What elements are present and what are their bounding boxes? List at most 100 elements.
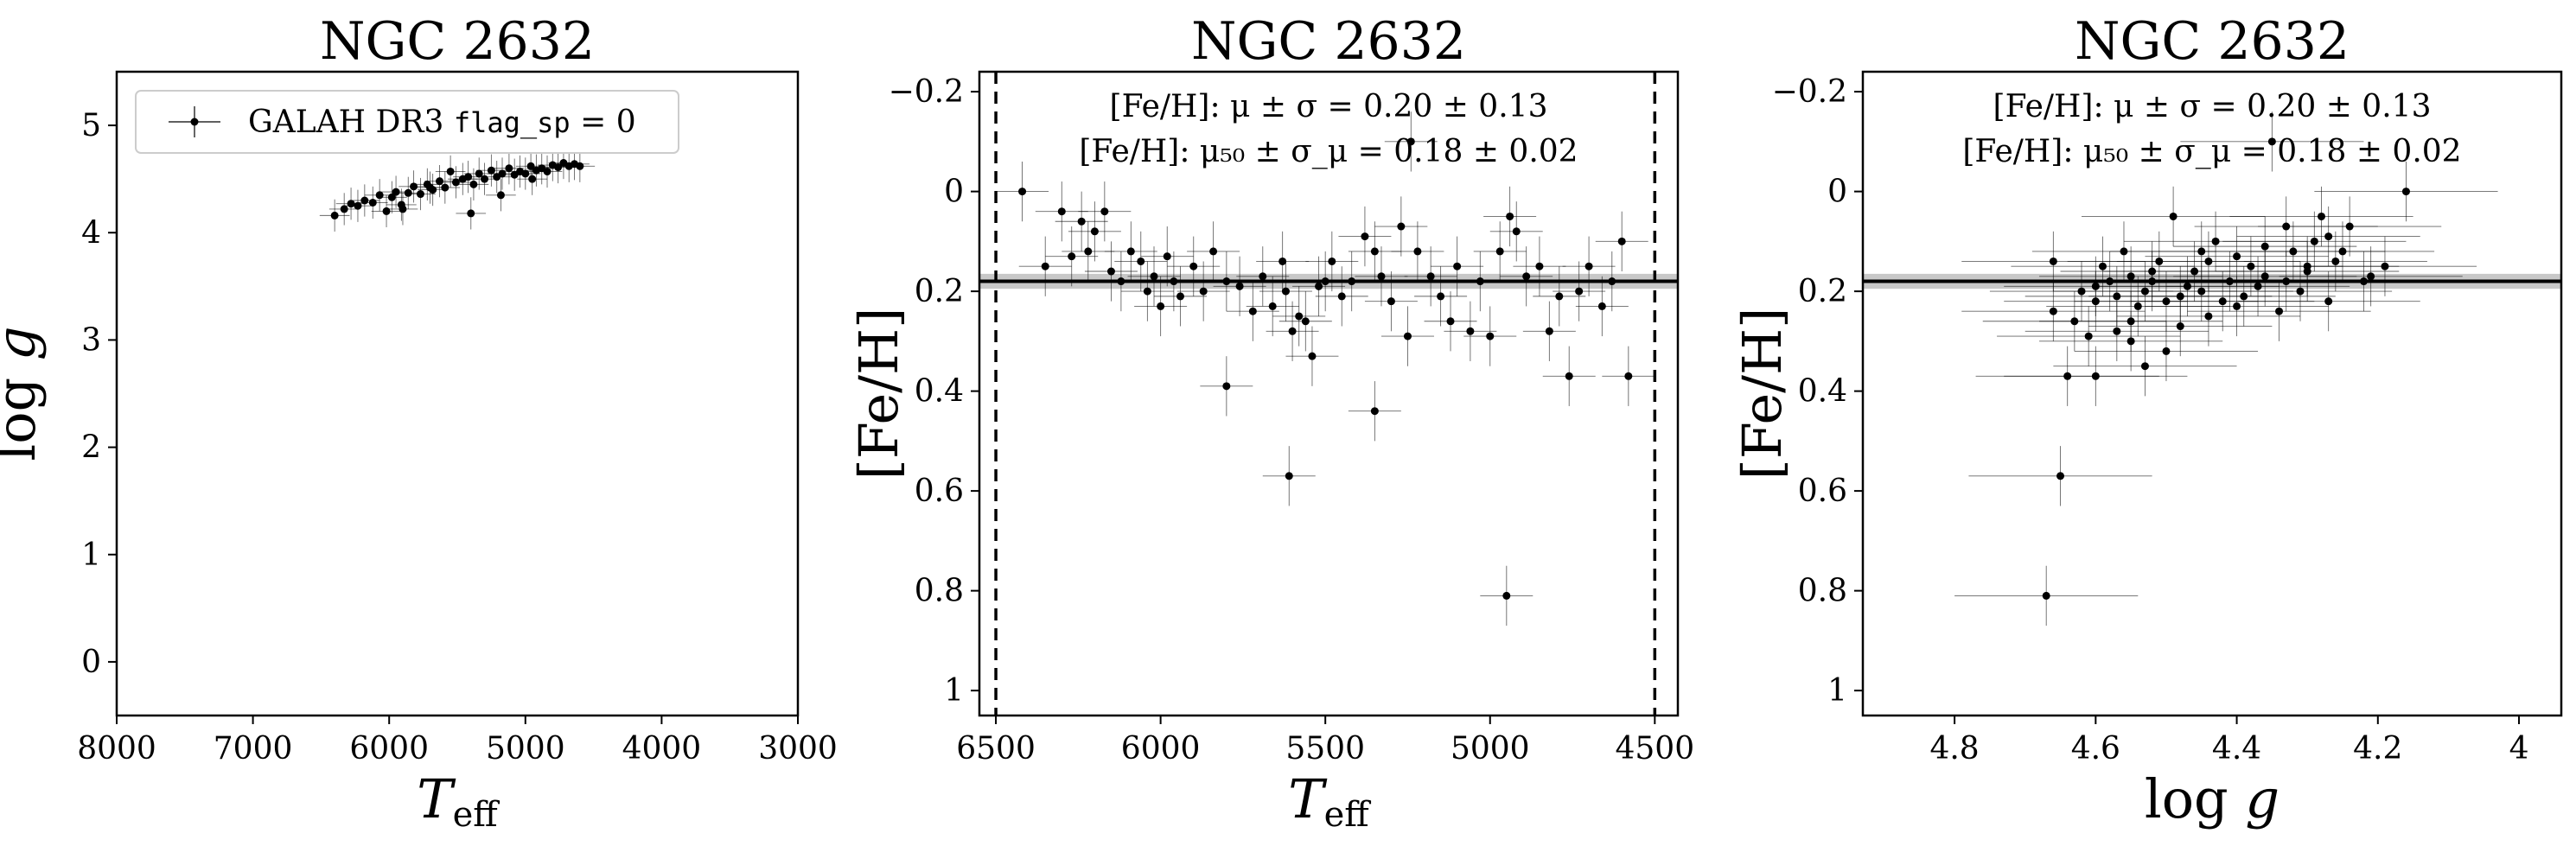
data-marker xyxy=(382,207,391,215)
data-marker xyxy=(2176,292,2184,301)
x-tick-label: 4000 xyxy=(622,731,702,766)
data-point xyxy=(1480,565,1533,627)
stats-annotation-1: [Fe/H]: μ₅₀ ± σ_μ = 0.18 ± 0.02 xyxy=(1079,134,1578,169)
data-point xyxy=(1266,301,1319,361)
data-marker xyxy=(1285,472,1293,480)
data-marker xyxy=(2197,287,2206,296)
y-tick-label: 0.4 xyxy=(1798,374,1847,410)
data-marker xyxy=(1426,272,1435,281)
data-marker xyxy=(2204,312,2213,321)
data-marker xyxy=(1199,287,1208,296)
data-marker xyxy=(1624,372,1633,380)
data-marker xyxy=(392,188,400,196)
data-marker xyxy=(1522,272,1531,281)
data-marker xyxy=(2401,188,2410,196)
data-marker xyxy=(1348,277,1356,286)
data-marker xyxy=(2260,242,2269,251)
data-marker xyxy=(467,209,475,218)
panel-logg-vs-teff: 8000 7000 6000 5000 4000 3000 0 1 2 3 4 5 NGC 2632 Te… xyxy=(0,11,838,835)
data-point xyxy=(1595,211,1648,272)
y-tick-label: 0 xyxy=(81,645,101,680)
data-point xyxy=(1562,236,1616,296)
data-marker xyxy=(1328,257,1336,265)
data-point xyxy=(1055,191,1108,251)
data-point xyxy=(517,162,548,195)
y-axis-label-main: log xyxy=(0,360,48,461)
data-point xyxy=(1997,306,2181,366)
data-point xyxy=(1483,186,1537,247)
data-marker xyxy=(1137,257,1145,265)
data-point xyxy=(1256,231,1310,292)
y-tick-label: 1 xyxy=(1827,673,1847,709)
data-point xyxy=(357,186,388,219)
data-marker xyxy=(528,175,537,183)
y-axis-label: [Fe/H] xyxy=(1731,308,1794,480)
data-marker xyxy=(1163,252,1171,261)
data-point xyxy=(1961,281,2146,341)
data-point xyxy=(415,171,445,204)
data-marker xyxy=(1446,317,1455,326)
data-marker xyxy=(2233,252,2241,261)
data-marker xyxy=(1512,227,1521,236)
data-marker xyxy=(1068,252,1076,261)
data-marker xyxy=(487,166,495,175)
data-point xyxy=(1522,301,1576,361)
data-marker xyxy=(498,169,507,178)
data-marker xyxy=(354,201,362,210)
y-tick-label: 1 xyxy=(81,537,101,573)
x-tick-label: 4.6 xyxy=(2071,731,2120,766)
data-point xyxy=(2145,276,2329,337)
data-point xyxy=(2187,281,2371,341)
data-point xyxy=(1463,306,1517,366)
plot-area xyxy=(319,146,596,232)
x-tick-label: 5500 xyxy=(1285,731,1365,766)
data-point xyxy=(1292,256,1346,316)
data-marker xyxy=(2381,262,2389,270)
data-marker xyxy=(2233,302,2241,310)
stats-annotation-0: [Fe/H]: μ ± σ = 0.20 ± 0.13 xyxy=(1110,89,1548,124)
data-marker xyxy=(340,205,348,213)
data-marker xyxy=(1617,237,1626,245)
data-point xyxy=(1246,276,1299,337)
x-axis-label: log g xyxy=(2145,767,2280,830)
data-marker xyxy=(1437,292,1445,301)
data-point xyxy=(1384,111,1438,172)
data-point xyxy=(2258,196,2442,257)
data-marker xyxy=(1126,247,1135,256)
axes-frame xyxy=(1861,70,2563,717)
legend-label-suffix: = 0 xyxy=(571,105,636,140)
data-marker xyxy=(330,211,339,219)
data-marker xyxy=(1268,302,1277,310)
data-marker xyxy=(1403,332,1412,340)
data-marker xyxy=(2084,332,2093,340)
data-marker xyxy=(2275,307,2284,315)
data-marker xyxy=(1597,302,1606,310)
data-point xyxy=(2088,266,2273,327)
data-point xyxy=(1954,565,2139,627)
data-marker xyxy=(1370,247,1379,256)
x-tick-label: 3000 xyxy=(758,731,838,766)
data-marker xyxy=(1506,212,1514,220)
data-marker xyxy=(2303,267,2311,276)
data-marker xyxy=(1565,372,1573,380)
x-axis-label-sub: eff xyxy=(453,795,501,835)
x-axis-label: Teff xyxy=(1288,767,1371,835)
data-marker xyxy=(2148,267,2157,276)
data-marker xyxy=(436,177,444,186)
data-marker xyxy=(1176,292,1184,301)
data-marker xyxy=(399,205,407,213)
data-marker xyxy=(2049,307,2057,315)
data-point xyxy=(1278,291,1332,352)
y-tick-label: −0.2 xyxy=(1772,74,1847,110)
data-marker xyxy=(2091,282,2100,290)
data-marker xyxy=(1361,232,1369,241)
data-point xyxy=(2314,161,2498,222)
data-marker xyxy=(1301,317,1310,326)
y-axis-label: log g xyxy=(0,326,48,461)
chart-title: NGC 2632 xyxy=(2075,11,2350,72)
data-point xyxy=(1154,266,1207,327)
data-marker xyxy=(1248,307,1257,315)
data-point xyxy=(2222,211,2407,272)
data-marker xyxy=(2318,212,2326,220)
data-marker xyxy=(2345,222,2354,231)
